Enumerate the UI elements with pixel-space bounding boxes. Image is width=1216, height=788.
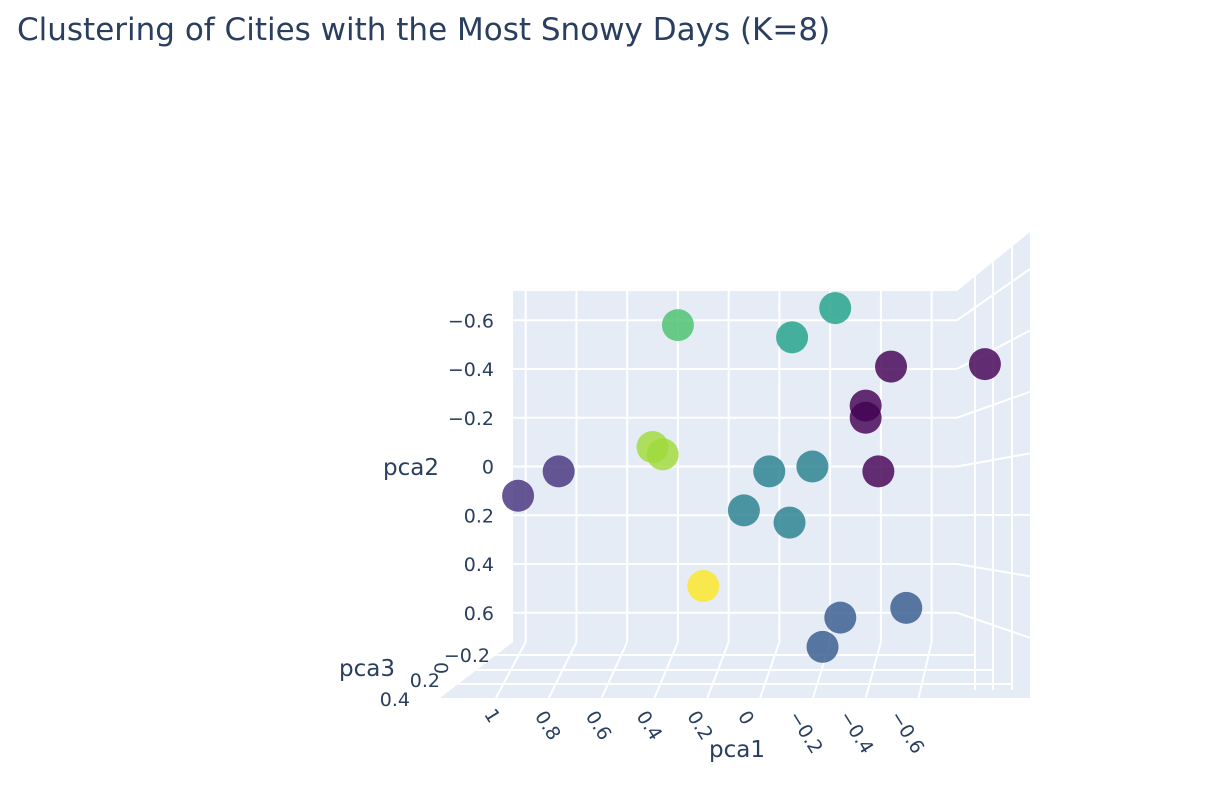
data-point[interactable]: [968, 348, 1001, 381]
data-point[interactable]: [819, 292, 852, 325]
x-axis-title: pca1: [709, 737, 765, 763]
grid-lines: [458, 242, 1031, 699]
y-tick-label: 0.4: [464, 554, 494, 576]
y-tick-label: 0.2: [464, 505, 494, 527]
data-point[interactable]: [849, 401, 882, 434]
data-point[interactable]: [806, 630, 839, 663]
x-tick-label: 0.4: [632, 707, 667, 744]
y-tick-label: 0.6: [464, 603, 494, 625]
y-tick-label: −0.4: [448, 359, 494, 381]
data-point[interactable]: [776, 321, 809, 354]
data-point[interactable]: [862, 455, 895, 488]
x-tick-label: 0.6: [581, 707, 616, 744]
z-tick-label: 0: [431, 662, 453, 674]
data-point[interactable]: [687, 569, 720, 602]
data-point[interactable]: [727, 494, 760, 527]
z-tick-label: −0.2: [444, 645, 490, 667]
data-points: [502, 292, 1001, 663]
data-point[interactable]: [502, 479, 535, 512]
data-point[interactable]: [646, 438, 679, 471]
y-tick-label: −0.2: [448, 408, 494, 430]
x-tick-label: 0: [733, 707, 758, 729]
x-tick-label: 1: [479, 705, 504, 727]
data-point[interactable]: [824, 601, 857, 634]
y-axis-title: pca2: [383, 455, 439, 481]
z-tick-label: 0.4: [380, 689, 410, 711]
z-axis-title: pca3: [339, 656, 395, 682]
data-point[interactable]: [773, 506, 806, 539]
x-tick-label: −0.6: [885, 707, 928, 758]
data-point[interactable]: [875, 350, 908, 383]
data-point[interactable]: [890, 591, 923, 624]
z-tick-label: 0.2: [410, 670, 440, 692]
x-tick-label: 0.8: [530, 707, 565, 744]
data-point[interactable]: [542, 455, 575, 488]
x-tick-label: −0.2: [784, 707, 827, 758]
y-tick-label: 0: [482, 457, 494, 479]
x-tick-label: −0.4: [835, 707, 878, 758]
data-point[interactable]: [753, 455, 786, 488]
y-tick-label: −0.6: [448, 310, 494, 332]
chart-title: Clustering of Cities with the Most Snowy…: [17, 12, 831, 48]
data-point[interactable]: [796, 450, 829, 483]
data-point[interactable]: [661, 309, 694, 342]
